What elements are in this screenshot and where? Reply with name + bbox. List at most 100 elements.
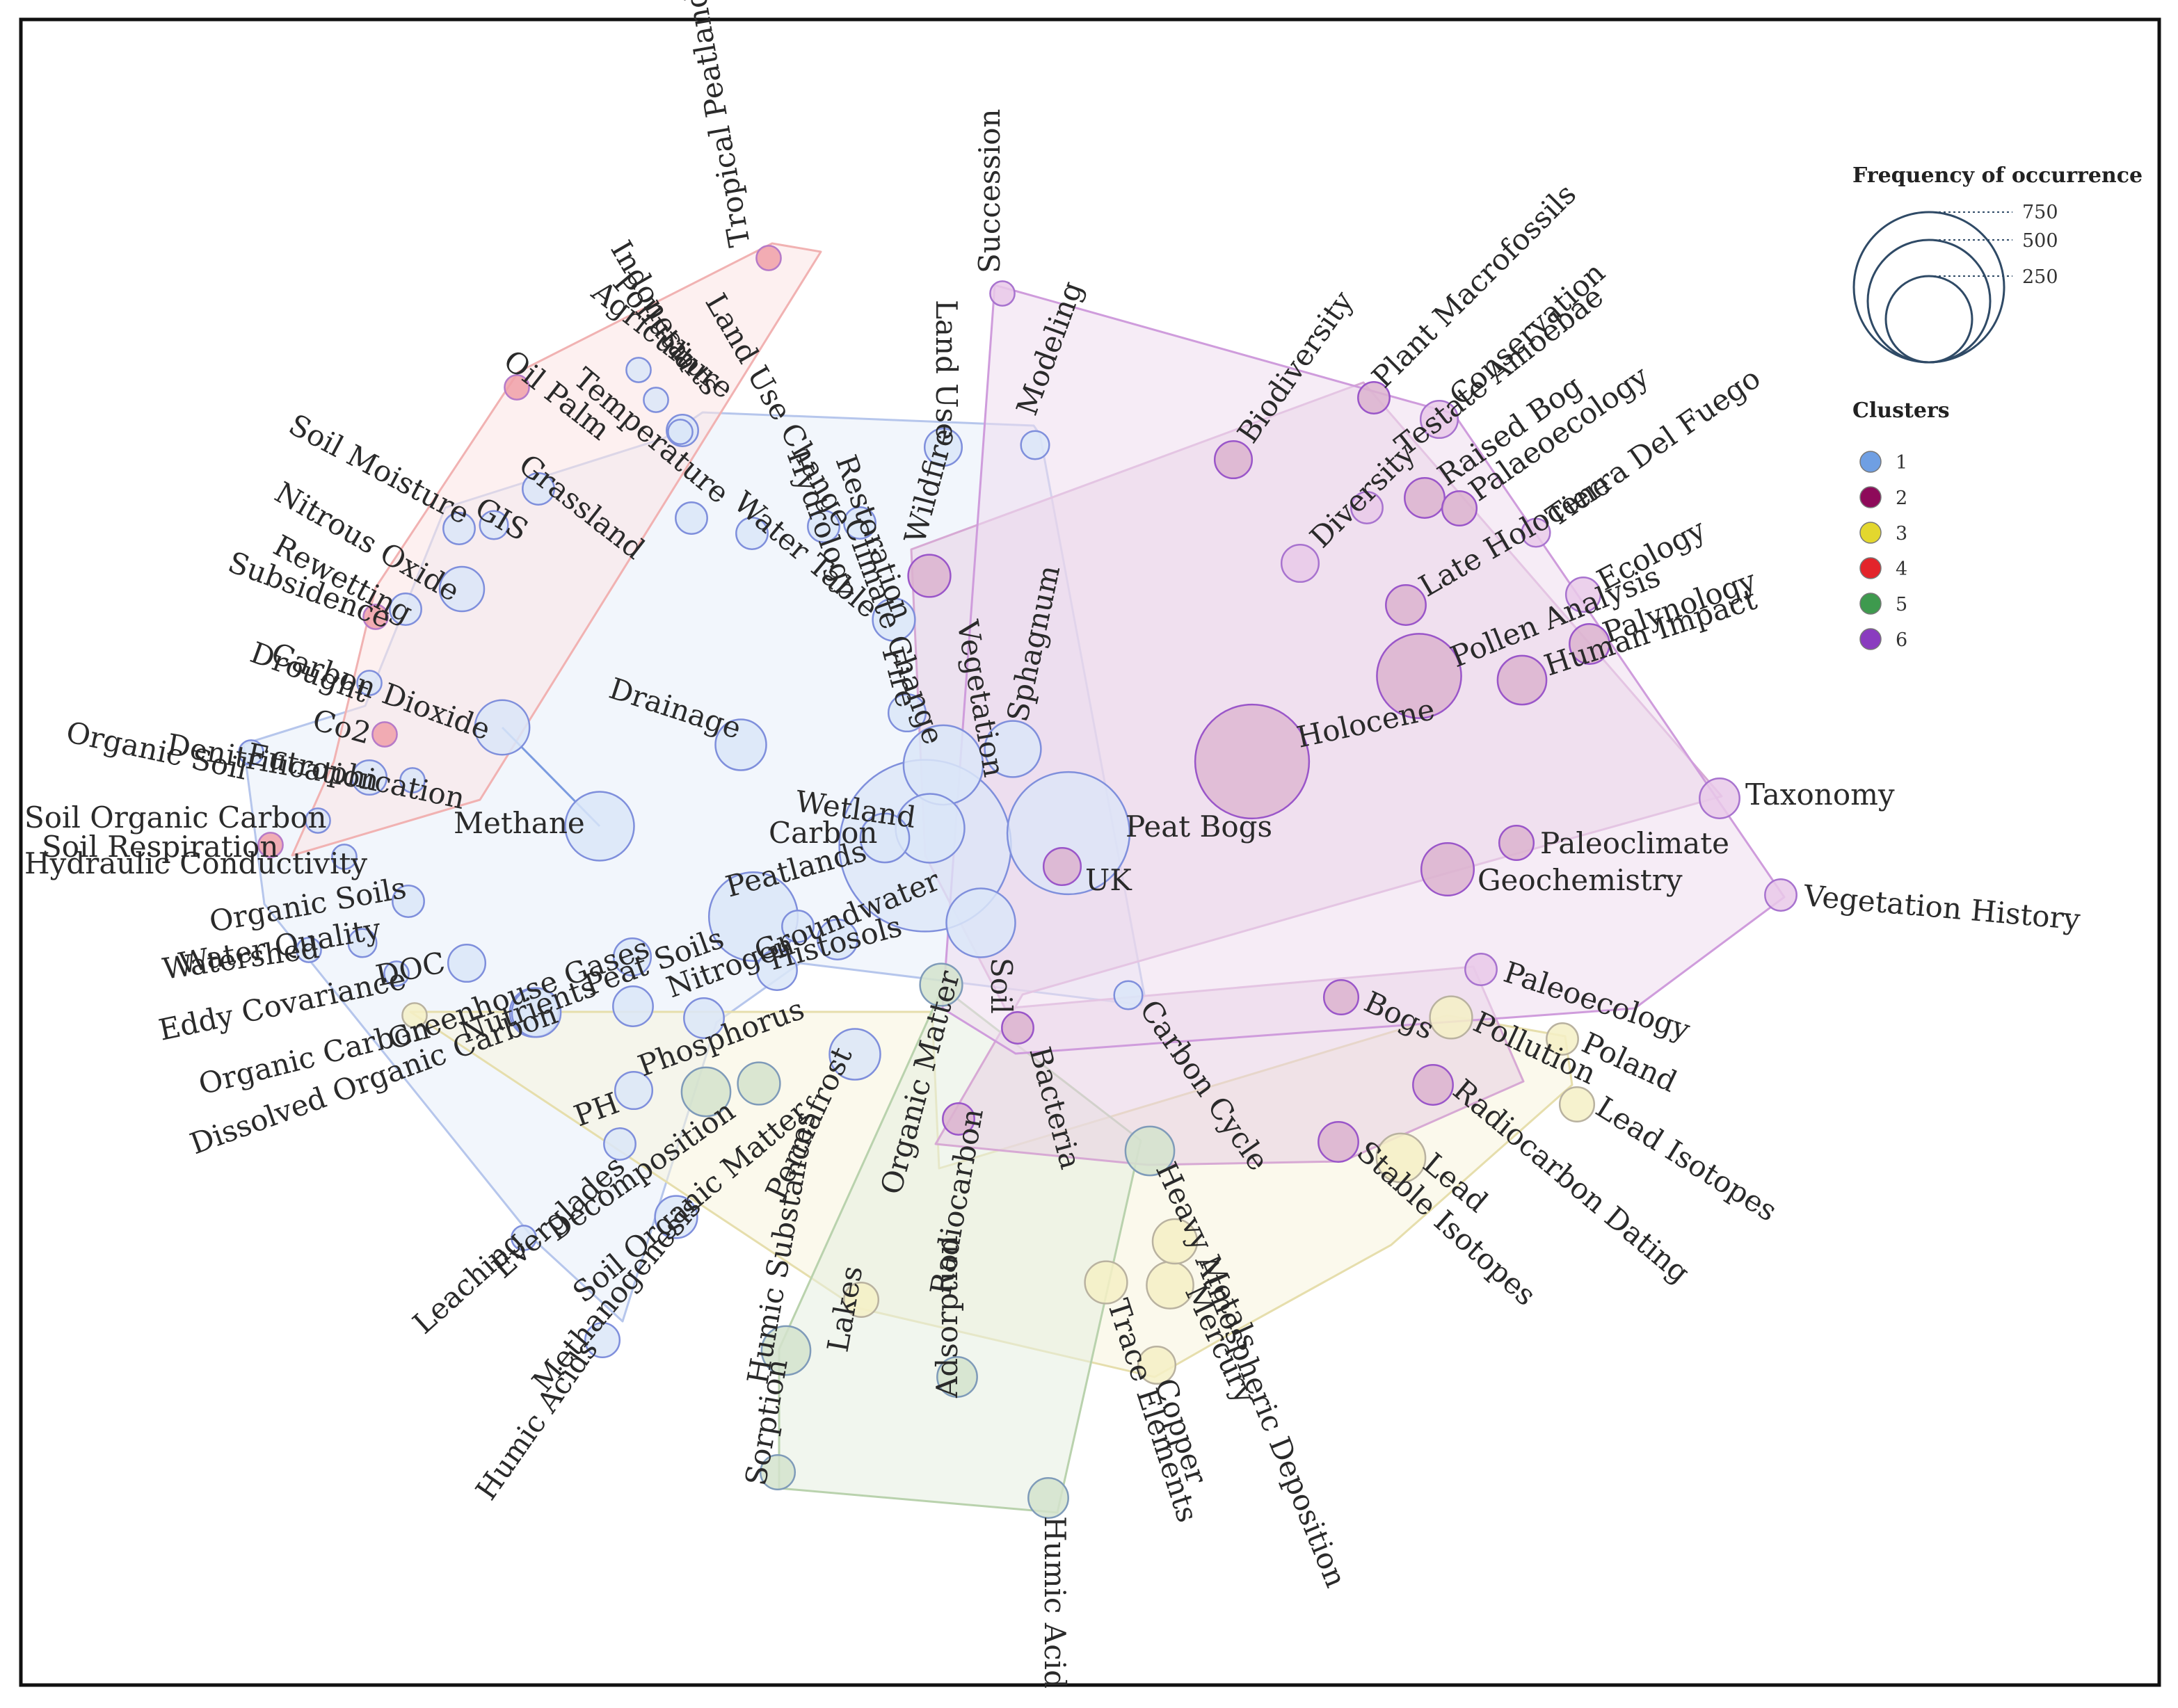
- node-palaeoecology[interactable]: [1441, 490, 1478, 527]
- node-organic-soil[interactable]: [238, 739, 264, 766]
- node-nitrogen[interactable]: [781, 910, 815, 943]
- node-paleoclimate[interactable]: [1498, 824, 1535, 862]
- node-soil-organic-carbon[interactable]: [305, 807, 331, 834]
- node-nutrients[interactable]: [612, 985, 654, 1027]
- node-lead[interactable]: [1375, 1132, 1427, 1184]
- node-nitrous-oxide[interactable]: [438, 565, 486, 613]
- node-hydraulic-conductivity[interactable]: [331, 844, 358, 870]
- node-peat-bogs[interactable]: [1006, 771, 1131, 896]
- node-dissolved-organic-carbon[interactable]: [511, 987, 562, 1038]
- node-poland[interactable]: [1546, 1022, 1579, 1056]
- node-rewetting[interactable]: [389, 593, 422, 626]
- node-decomposition[interactable]: [680, 1066, 732, 1118]
- node-organic-matter[interactable]: [919, 962, 963, 1007]
- node-soil-respiration[interactable]: [257, 832, 284, 858]
- node-radiocarbon[interactable]: [942, 1102, 975, 1136]
- node-testate-amoebae[interactable]: [1350, 491, 1384, 524]
- node-paleoecology[interactable]: [1464, 953, 1498, 986]
- node-biodiversity[interactable]: [1213, 440, 1254, 480]
- node-sphagnum[interactable]: [984, 720, 1042, 778]
- node-histosols[interactable]: [756, 949, 798, 991]
- node-human-impact[interactable]: [1496, 654, 1548, 706]
- node-watershed[interactable]: [296, 937, 322, 963]
- node-carbon-dioxide[interactable]: [474, 699, 531, 756]
- node-copper[interactable]: [1137, 1345, 1177, 1385]
- node-doc[interactable]: [447, 943, 487, 983]
- node-drought[interactable]: [356, 670, 383, 696]
- node-water-quality[interactable]: [347, 928, 378, 958]
- node-gis[interactable]: [479, 510, 509, 540]
- node-geochemistry[interactable]: [1420, 841, 1475, 897]
- node-succession[interactable]: [989, 280, 1016, 307]
- node-raised-bog[interactable]: [1404, 477, 1446, 519]
- node-taxonomy[interactable]: [1699, 778, 1740, 819]
- node-tierra-del-fuego[interactable]: [1521, 517, 1551, 548]
- node-diversity[interactable]: [1280, 543, 1320, 583]
- node-fire[interactable]: [887, 693, 927, 733]
- node-humic-substances[interactable]: [760, 1325, 812, 1376]
- node-tropical-peatland[interactable]: [755, 245, 782, 271]
- node-carbon-cycle[interactable]: [1113, 980, 1144, 1010]
- node-organic-carbon[interactable]: [401, 1002, 428, 1029]
- node-land-use-change[interactable]: [735, 517, 769, 550]
- node-oil-palm[interactable]: [504, 374, 530, 401]
- node-pollution[interactable]: [1429, 995, 1473, 1040]
- node-adsorption[interactable]: [936, 1356, 978, 1398]
- node-wildfire[interactable]: [907, 554, 952, 598]
- node-uk[interactable]: [1042, 846, 1082, 887]
- node-eddy-covariance[interactable]: [383, 960, 410, 987]
- node-eutrophication[interactable]: [399, 767, 426, 793]
- node-climate-change[interactable]: [872, 597, 916, 642]
- node-humic-acid[interactable]: [1027, 1477, 1069, 1519]
- node-carbon[interactable]: [859, 812, 911, 864]
- node-land-use[interactable]: [923, 427, 963, 467]
- node-bogs[interactable]: [1322, 978, 1360, 1016]
- node-atmospheric-deposition[interactable]: [1151, 1218, 1199, 1265]
- node-co2[interactable]: [371, 721, 398, 748]
- node-soil-moisture[interactable]: [442, 512, 476, 545]
- node-radiocarbon-dating[interactable]: [1412, 1064, 1454, 1106]
- node-label-methane: Methane: [454, 806, 585, 840]
- node-trace-elements[interactable]: [1084, 1260, 1128, 1305]
- node-permafrost[interactable]: [828, 1028, 881, 1081]
- node-bacteria[interactable]: [1001, 1011, 1034, 1045]
- node-pollen-analysis[interactable]: [1376, 633, 1462, 719]
- node-pollutants[interactable]: [667, 419, 694, 445]
- node-organic-soils[interactable]: [392, 885, 425, 918]
- node-palynology[interactable]: [1569, 623, 1610, 665]
- node-label-hydraulic-conductivity: Hydraulic Conductivity: [24, 846, 367, 880]
- node-phosphorus[interactable]: [683, 997, 725, 1039]
- node-hydrology[interactable]: [843, 506, 876, 540]
- node-denitrification[interactable]: [351, 759, 388, 796]
- node-conservation[interactable]: [1419, 399, 1459, 440]
- node-holocene[interactable]: [1194, 703, 1311, 820]
- node-soil[interactable]: [945, 887, 1016, 958]
- node-grassland[interactable]: [522, 472, 555, 506]
- node-lakes[interactable]: [842, 1281, 880, 1319]
- node-groundwater[interactable]: [817, 919, 858, 960]
- node-soil-organic-matter[interactable]: [737, 1061, 781, 1106]
- node-stable-isotopes[interactable]: [1318, 1121, 1359, 1163]
- node-vegetation-history[interactable]: [1764, 878, 1797, 912]
- node-ecology[interactable]: [1564, 576, 1602, 613]
- node-modeling[interactable]: [1020, 430, 1050, 460]
- node-sorption[interactable]: [759, 1453, 796, 1491]
- node-late-holocene[interactable]: [1385, 584, 1427, 626]
- node-heavy-metals[interactable]: [1124, 1125, 1176, 1177]
- node-ph[interactable]: [614, 1070, 654, 1111]
- node-humic-acids[interactable]: [584, 1321, 621, 1359]
- node-restoration[interactable]: [807, 510, 840, 543]
- node-methane[interactable]: [564, 791, 635, 862]
- node-drainage[interactable]: [714, 718, 767, 771]
- node-subsidence[interactable]: [362, 604, 389, 630]
- node-leaching[interactable]: [511, 1225, 537, 1251]
- node-agriculture[interactable]: [643, 387, 669, 413]
- node-indonesia[interactable]: [625, 357, 652, 383]
- node-lead-isotopes[interactable]: [1558, 1086, 1596, 1123]
- node-temperature[interactable]: [675, 501, 708, 535]
- node-peat-soils[interactable]: [612, 937, 652, 977]
- node-everglades[interactable]: [603, 1127, 636, 1161]
- node-plant-macrofossils[interactable]: [1357, 381, 1391, 414]
- legend-size-label-250: 250: [2022, 266, 2058, 288]
- node-methanogenesis[interactable]: [654, 1195, 698, 1239]
